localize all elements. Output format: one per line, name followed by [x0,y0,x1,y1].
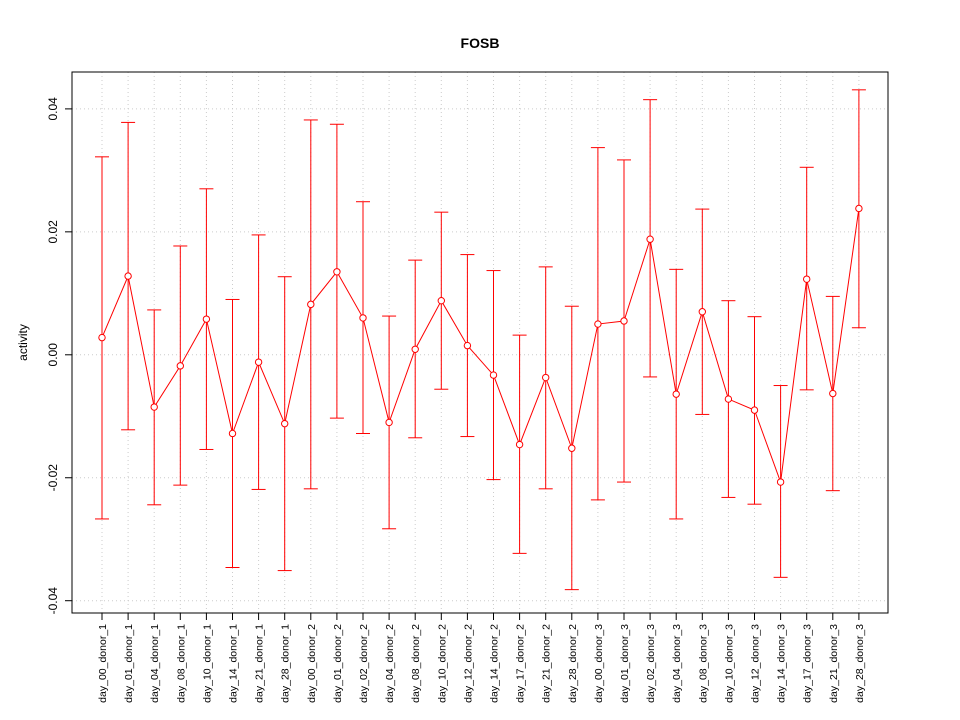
x-tick-label: day_17_donor_2 [515,624,527,703]
x-tick-label: day_12_donor_3 [750,624,762,703]
x-tick-label: day_04_donor_2 [384,624,396,703]
x-tick-label: day_04_donor_1 [149,624,161,703]
x-tick-label: day_10_donor_3 [723,624,735,703]
data-point [254,358,263,366]
data-point [620,317,628,325]
x-tick-label: day_28_donor_2 [567,624,579,703]
data-point [176,362,185,370]
data-point [202,315,211,323]
x-tick-label: day_08_donor_1 [175,624,187,703]
x-tick-label: day_00_donor_3 [593,624,605,703]
data-point [803,275,811,283]
data-point [646,235,654,243]
data-point [411,345,419,353]
grid-lines [72,72,888,613]
data-point [150,403,158,411]
x-tick-label: day_08_donor_2 [410,624,422,703]
y-tick-label: -0.02 [46,464,60,492]
x-tick-label: day_12_donor_2 [462,624,474,703]
x-tick-label: day_10_donor_2 [436,624,448,703]
data-point [750,406,759,414]
x-tick-label: day_04_donor_3 [671,624,683,703]
data-point [724,395,733,403]
data-point [855,204,863,213]
x-tick-label: day_02_donor_2 [358,624,370,703]
x-tick-label: day_21_donor_1 [254,624,266,703]
x-tick-label: day_28_donor_3 [854,624,866,703]
y-tick-label: 0.02 [46,220,60,244]
x-tick-label: day_02_donor_3 [645,624,657,703]
x-tick-label: day_01_donor_1 [123,624,135,703]
x-tick-label: day_00_donor_2 [306,624,318,703]
y-axis-label: activity [16,324,30,361]
x-axis: day_00_donor_1 day_01_donor_1 day_04_donor… [97,612,866,703]
data-point [124,272,132,280]
y-tick-label: 0.04 [46,97,60,121]
series-line [101,208,860,483]
data-point [542,373,550,382]
data-point [228,429,237,438]
data-point [698,308,706,316]
x-tick-label: day_08_donor_3 [697,624,709,703]
y-axis: -0.04 -0.02 0.00 0.02 0.04 [46,97,73,615]
data-point [98,333,106,342]
data-point [776,478,785,486]
x-tick-label: day_21_donor_3 [828,624,840,703]
y-tick-label: 0.00 [46,343,60,367]
series-polyline [101,208,860,483]
x-tick-label: day_28_donor_1 [280,624,292,703]
data-point [359,314,367,322]
data-point [568,444,576,452]
data-point [594,320,602,328]
data-point [307,300,315,309]
data-point [829,389,837,398]
x-tick-label: day_01_donor_2 [332,624,344,703]
data-point [385,418,393,427]
data-point [672,390,680,398]
data-points [98,204,863,486]
chart-title: FOSB [461,35,500,51]
x-tick-label: day_14_donor_2 [489,624,501,703]
data-point [515,440,524,449]
data-point [333,268,341,276]
x-tick-label: day_17_donor_3 [802,624,814,703]
x-tick-label: day_14_donor_1 [228,624,240,703]
x-tick-label: day_14_donor_3 [776,624,788,703]
x-tick-label: day_00_donor_1 [97,624,109,703]
x-tick-label: day_21_donor_2 [541,624,553,703]
data-point [281,419,289,428]
x-tick-label: day_10_donor_1 [201,624,213,703]
data-point [463,341,472,350]
data-point [489,371,498,379]
data-point [437,296,445,305]
plot-frame [71,71,889,614]
x-tick-label: day_01_donor_3 [619,624,631,703]
y-tick-label: -0.04 [46,587,60,615]
